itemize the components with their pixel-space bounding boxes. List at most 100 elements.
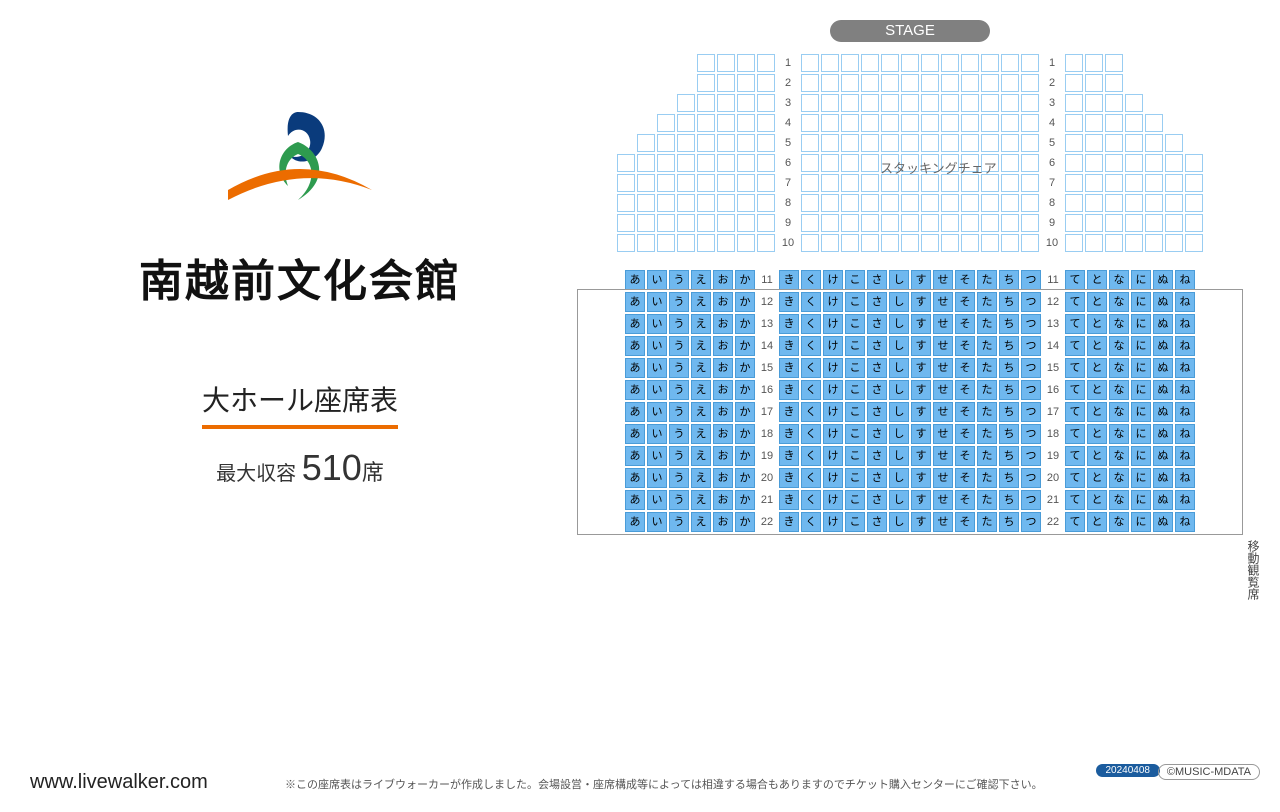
seat: さ: [867, 424, 887, 444]
seat: お: [713, 468, 733, 488]
seat: こ: [845, 402, 865, 422]
seat: か: [735, 292, 755, 312]
seat: け: [823, 446, 843, 466]
seat: あ: [625, 490, 645, 510]
seat: う: [669, 270, 689, 290]
seat: な: [1109, 292, 1129, 312]
seat-empty: [961, 194, 979, 212]
seat-empty: [757, 154, 775, 172]
seat: せ: [933, 380, 953, 400]
seat: か: [735, 490, 755, 510]
seat-empty: [1185, 154, 1203, 172]
seat-empty: [1165, 234, 1183, 252]
seat-empty: [841, 194, 859, 212]
seat: え: [691, 490, 711, 510]
row-number: 19: [1043, 450, 1063, 462]
seat-empty: [981, 194, 999, 212]
seat-empty: [1105, 134, 1123, 152]
row-number: 7: [1041, 177, 1063, 189]
seat: え: [691, 402, 711, 422]
seat: に: [1131, 512, 1151, 532]
seat-empty: [737, 134, 755, 152]
seat: す: [911, 446, 931, 466]
lower-row: あいうえおか15きくけこさしすせそたちつ15てとなにぬね: [580, 358, 1240, 378]
seat-empty: [737, 114, 755, 132]
seat: く: [801, 314, 821, 334]
seat: た: [977, 424, 997, 444]
seat-empty: [1165, 214, 1183, 232]
seat-empty: [697, 134, 715, 152]
seat: に: [1131, 446, 1151, 466]
seat: く: [801, 402, 821, 422]
seat: ち: [999, 358, 1019, 378]
seat: さ: [867, 512, 887, 532]
seat-empty: [1125, 234, 1143, 252]
seat-empty: [1145, 154, 1163, 172]
seat: ち: [999, 446, 1019, 466]
seat-empty: [637, 154, 655, 172]
seat-empty: [821, 134, 839, 152]
row-number: 15: [757, 362, 777, 374]
seat: て: [1065, 292, 1085, 312]
seat-empty: [1085, 54, 1103, 72]
seat: に: [1131, 314, 1151, 334]
row-number: 4: [777, 117, 799, 129]
row-number: 16: [757, 384, 777, 396]
seat-empty: [1021, 54, 1039, 72]
upper-row: 88: [580, 194, 1240, 212]
seat: な: [1109, 402, 1129, 422]
seat: ち: [999, 380, 1019, 400]
seat: さ: [867, 490, 887, 510]
row-number: 14: [757, 340, 777, 352]
seat-empty: [1085, 214, 1103, 232]
seat-empty: [757, 94, 775, 112]
seat-empty: [1145, 234, 1163, 252]
row-number: 1: [1041, 57, 1063, 69]
seat: ち: [999, 402, 1019, 422]
seat-empty: [841, 74, 859, 92]
seat-empty: [921, 114, 939, 132]
seat-empty: [617, 174, 635, 192]
seat: ね: [1175, 468, 1195, 488]
seat-empty: [1065, 134, 1083, 152]
seat: と: [1087, 446, 1107, 466]
seat: つ: [1021, 314, 1041, 334]
seat: す: [911, 314, 931, 334]
upper-row: 33: [580, 94, 1240, 112]
seat-empty: [1065, 54, 1083, 72]
seat: あ: [625, 336, 645, 356]
seat-empty: [881, 54, 899, 72]
seat: か: [735, 270, 755, 290]
row-number: 22: [1043, 516, 1063, 528]
row-number: 12: [757, 296, 777, 308]
seat: く: [801, 468, 821, 488]
seat: て: [1065, 314, 1085, 334]
seat: ち: [999, 270, 1019, 290]
seat: た: [977, 446, 997, 466]
seat-empty: [901, 94, 919, 112]
seat-empty: [677, 234, 695, 252]
seat-empty: [921, 214, 939, 232]
seat: さ: [867, 446, 887, 466]
date-badge: 20240408: [1096, 764, 1161, 777]
seat: て: [1065, 358, 1085, 378]
seat: け: [823, 424, 843, 444]
seat: に: [1131, 336, 1151, 356]
seat-empty: [1145, 134, 1163, 152]
seat: な: [1109, 512, 1129, 532]
seat: こ: [845, 380, 865, 400]
seat-empty: [881, 94, 899, 112]
seat: け: [823, 358, 843, 378]
seat: う: [669, 358, 689, 378]
seat: ね: [1175, 314, 1195, 334]
seat-empty: [961, 234, 979, 252]
seat-empty: [821, 114, 839, 132]
seat-empty: [717, 174, 735, 192]
seat: ね: [1175, 446, 1195, 466]
seat: に: [1131, 402, 1151, 422]
seat: う: [669, 380, 689, 400]
seat-empty: [697, 234, 715, 252]
seat-empty: [1021, 154, 1039, 172]
row-number: 17: [757, 406, 777, 418]
seat-empty: [1105, 214, 1123, 232]
